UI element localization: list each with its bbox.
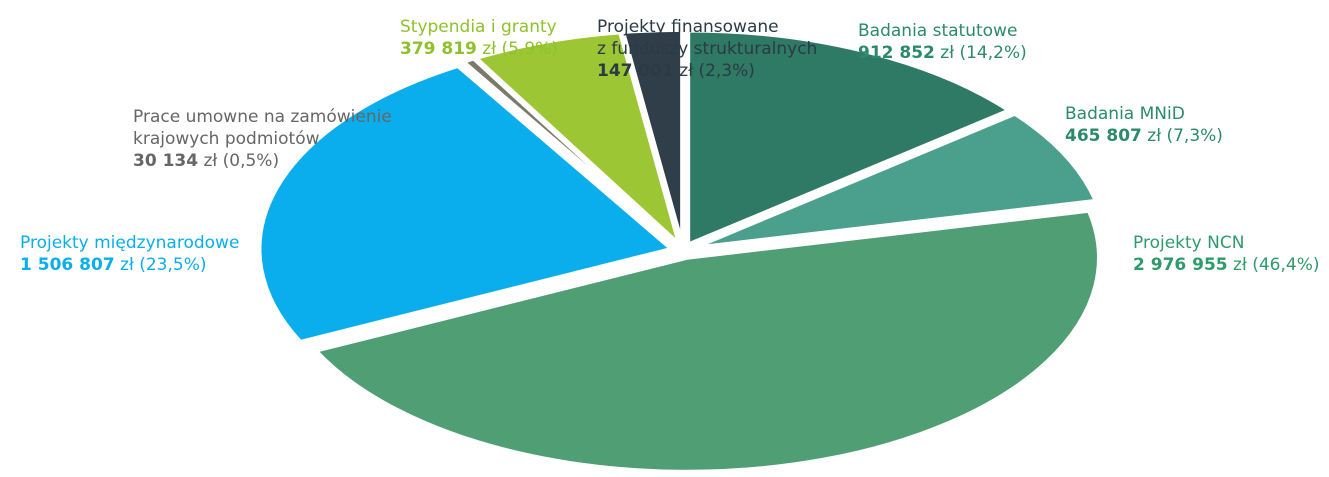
pie-slice-5 (473, 30, 682, 247)
label-value: 1 506 807 (20, 255, 115, 275)
label-name-line: Stypendia i granty (400, 17, 557, 37)
label-value: 2 976 955 (1133, 255, 1228, 275)
label-name-line: z funduszy strukturalnych (597, 39, 818, 59)
label-percent: (5,9%) (501, 39, 558, 59)
label-projekty-finansowane: Projekty finansowane z funduszy struktur… (597, 16, 817, 82)
label-percent: (46,4%) (1252, 255, 1320, 275)
label-name-line: Projekty międzynarodowe (20, 233, 240, 253)
label-percent: (2,3%) (698, 61, 755, 81)
pie-slice-0 (686, 28, 1012, 247)
label-currency: zł (1147, 126, 1162, 146)
label-value: 379 819 (400, 39, 477, 59)
label-percent: (7,3%) (1166, 126, 1223, 146)
label-name-line: Badania statutowe (858, 21, 1018, 41)
label-badania-mnid: Badania MNiD 465 807 zł (7,3%) (1065, 103, 1223, 147)
label-name-line: Badania MNiD (1065, 104, 1185, 124)
label-name-line: Projekty NCN (1133, 233, 1245, 253)
pie-slice-6 (621, 27, 685, 246)
pie-slices (257, 27, 1101, 474)
label-currency: zł (120, 255, 134, 275)
label-value: 465 807 (1065, 126, 1142, 146)
label-currency: zł (940, 43, 955, 63)
label-currency: zł (203, 151, 218, 171)
label-prace-umowne: Prace umowne na zamówienie krajowych pod… (133, 106, 392, 172)
pie-slice-2 (313, 208, 1101, 474)
label-stypendia-i-granty: Stypendia i granty 379 819 zł (5,9%) (400, 16, 558, 60)
label-percent: (23,5%) (139, 255, 207, 275)
label-name-line: Prace umowne na zamówienie (133, 107, 392, 127)
label-currency: zł (1233, 255, 1247, 275)
label-name-line: krajowych podmiotów (133, 129, 320, 149)
label-name-line: Projekty finansowane (597, 17, 779, 37)
label-projekty-ncn: Projekty NCN 2 976 955 zł (46,4%) (1133, 232, 1320, 276)
label-badania-statutowe: Badania statutowe 912 852 zł (14,2%) (858, 20, 1027, 64)
label-currency: zł (679, 61, 694, 81)
pie-slice-1 (691, 111, 1098, 250)
label-value: 147 001 (597, 61, 674, 81)
label-value: 30 134 (133, 151, 199, 171)
pie-slice-3 (257, 63, 674, 344)
label-currency: zł (482, 39, 497, 59)
label-percent: (14,2%) (959, 43, 1027, 63)
label-projekty-miedzynarodowe: Projekty międzynarodowe 1 506 807 zł (23… (20, 232, 239, 276)
label-percent: (0,5%) (222, 151, 280, 171)
pie-slice-4 (461, 56, 679, 247)
label-value: 912 852 (858, 43, 935, 63)
